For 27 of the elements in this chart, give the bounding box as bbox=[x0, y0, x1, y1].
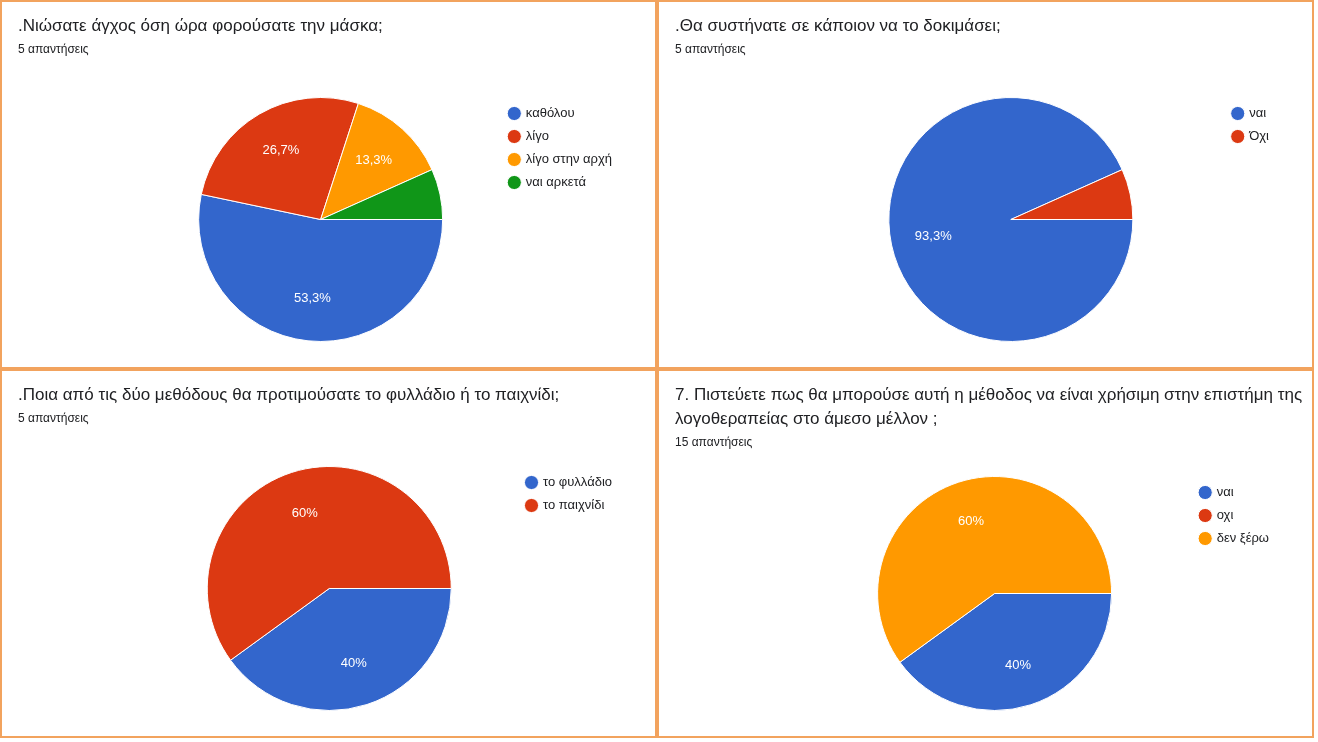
data-label: 40% bbox=[1005, 657, 1032, 673]
data-label: 53,3% bbox=[294, 289, 332, 305]
data-label: 60% bbox=[958, 512, 985, 528]
data-label: 40% bbox=[340, 655, 368, 671]
data-label: 60% bbox=[291, 504, 319, 520]
text: 5 απαντήσεις bbox=[675, 42, 747, 56]
legend-label: Όχι bbox=[1248, 128, 1270, 144]
legend-label: δεν ξέρω bbox=[1216, 530, 1270, 546]
legend-label: το φυλλάδιο bbox=[542, 474, 613, 490]
text: 5 απαντήσεις bbox=[18, 42, 90, 56]
legend-label: ναι bbox=[1216, 484, 1234, 500]
data-label: 26,7% bbox=[262, 142, 300, 158]
legend-label: καθόλου bbox=[525, 105, 575, 121]
chart-title: .Νιώσατε άγχος όση ώρα φορούσατε την μάσκα; bbox=[18, 15, 384, 37]
text: 5 απαντήσεις bbox=[18, 411, 90, 425]
legend-label: οχι bbox=[1216, 507, 1234, 523]
chart-title: 7. Πιστεύετε πως θα μπορούσε αυτή η μέθοδος να είναι χρήσιμη στην επιστήμη της λογοθεραπείας στο άμεσο μέλλον ; bbox=[675, 384, 1304, 430]
legend-label: λίγο bbox=[525, 128, 549, 144]
chart-title: .Θα συστήνατε σε κάποιον να το δοκιμάσει; bbox=[675, 15, 1002, 37]
legend-label: ναι bbox=[1249, 105, 1267, 121]
text: 15 απαντήσεις bbox=[675, 435, 754, 449]
data-label: 13,3% bbox=[355, 152, 393, 168]
data-label: 93,3% bbox=[914, 227, 953, 243]
legend-label: ναι αρκετά bbox=[525, 174, 587, 190]
chart-title: .Ποια από τις δύο μεθόδους θα προτιμούσατε το φυλλάδιο ή το παιχνίδι; bbox=[18, 384, 561, 406]
legend-label: λίγο στην αρχή bbox=[525, 151, 613, 167]
legend-label: το παιχνίδι bbox=[542, 497, 605, 513]
